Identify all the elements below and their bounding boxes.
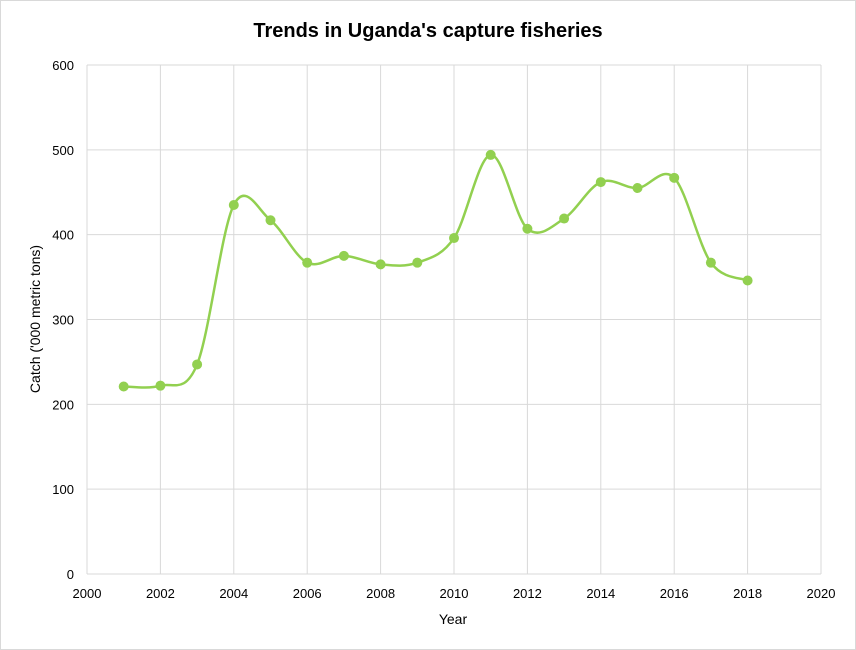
series-line bbox=[123, 153, 749, 389]
data-point bbox=[302, 257, 313, 268]
y-tick-label: 200 bbox=[52, 397, 74, 412]
x-tick-label: 2006 bbox=[293, 586, 322, 601]
x-axis-label: Year bbox=[439, 611, 468, 627]
data-point bbox=[632, 183, 643, 194]
y-tick-label: 100 bbox=[52, 482, 74, 497]
series-catch bbox=[118, 149, 753, 392]
y-tick-label: 400 bbox=[52, 228, 74, 243]
x-tick-label: 2010 bbox=[440, 586, 469, 601]
gridlines bbox=[86, 64, 822, 575]
data-point bbox=[375, 259, 386, 270]
x-tick-label: 2004 bbox=[219, 586, 248, 601]
data-point bbox=[155, 380, 166, 391]
data-point bbox=[742, 275, 753, 286]
chart-title: Trends in Uganda's capture fisheries bbox=[253, 20, 602, 42]
tick-labels: 0 100 200 300 400 500 600 2000 2002 2004 2006 2008 2… bbox=[52, 58, 835, 601]
data-point bbox=[595, 177, 606, 188]
y-tick-label: 0 bbox=[67, 567, 74, 582]
x-tick-label: 2002 bbox=[146, 586, 175, 601]
data-point bbox=[338, 250, 349, 261]
x-tick-label: 2000 bbox=[73, 586, 102, 601]
data-point bbox=[118, 381, 129, 392]
data-point bbox=[192, 359, 203, 370]
data-point bbox=[522, 223, 533, 234]
x-tick-label: 2016 bbox=[660, 586, 689, 601]
data-point bbox=[669, 172, 680, 183]
data-point bbox=[228, 199, 239, 210]
y-axis-label: Catch ('000 metric tons) bbox=[27, 245, 43, 393]
y-tick-label: 300 bbox=[52, 313, 74, 328]
x-tick-label: 2018 bbox=[733, 586, 762, 601]
x-tick-label: 2020 bbox=[807, 586, 836, 601]
data-point bbox=[705, 257, 716, 268]
y-tick-label: 600 bbox=[52, 58, 74, 73]
x-tick-label: 2012 bbox=[513, 586, 542, 601]
x-tick-label: 2008 bbox=[366, 586, 395, 601]
data-point bbox=[559, 213, 570, 224]
data-point bbox=[265, 215, 276, 226]
y-tick-label: 500 bbox=[52, 143, 74, 158]
data-point bbox=[412, 257, 423, 268]
data-point bbox=[485, 149, 496, 160]
data-point bbox=[449, 233, 459, 244]
x-tick-label: 2014 bbox=[586, 586, 615, 601]
